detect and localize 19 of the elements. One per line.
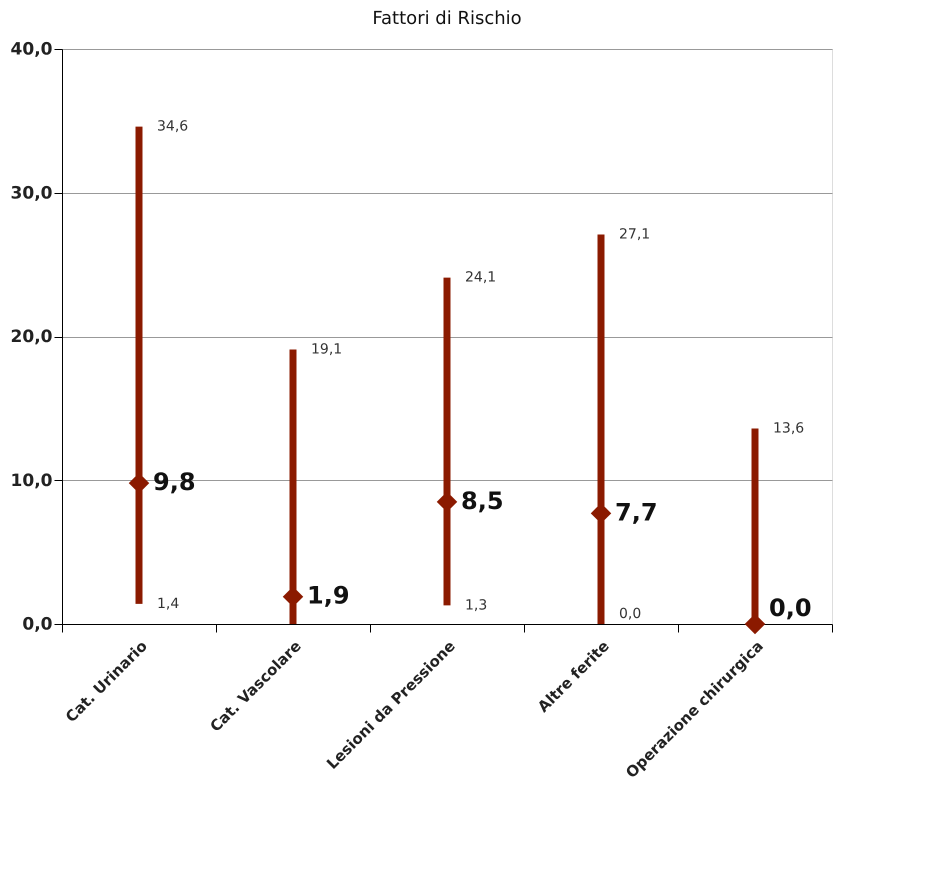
annotation: 24,1 <box>465 270 496 286</box>
data-label: 9,8 <box>153 468 196 496</box>
y-tick-label: 30,0 <box>10 183 53 204</box>
y-tick-label: 10,0 <box>10 470 53 491</box>
data-label: 1,9 <box>307 582 350 610</box>
y-tick-label: 0,0 <box>22 614 53 634</box>
data-label: 8,5 <box>461 486 504 515</box>
data-label: 7,7 <box>615 498 658 526</box>
annotation: 1,3 <box>465 597 488 614</box>
y-tick-label: 20,0 <box>10 327 53 347</box>
annotation: 34,6 <box>157 118 188 135</box>
annotation: 19,1 <box>311 341 342 358</box>
y-tick-label: 40,0 <box>10 40 53 60</box>
data-label: 0,0 <box>769 594 812 622</box>
chart-title: Fattori di Rischio <box>372 8 522 29</box>
annotation: 13,6 <box>773 420 804 436</box>
annotation: 1,4 <box>157 596 180 612</box>
annotation: 27,1 <box>619 226 650 242</box>
annotation: 0,0 <box>619 606 642 622</box>
